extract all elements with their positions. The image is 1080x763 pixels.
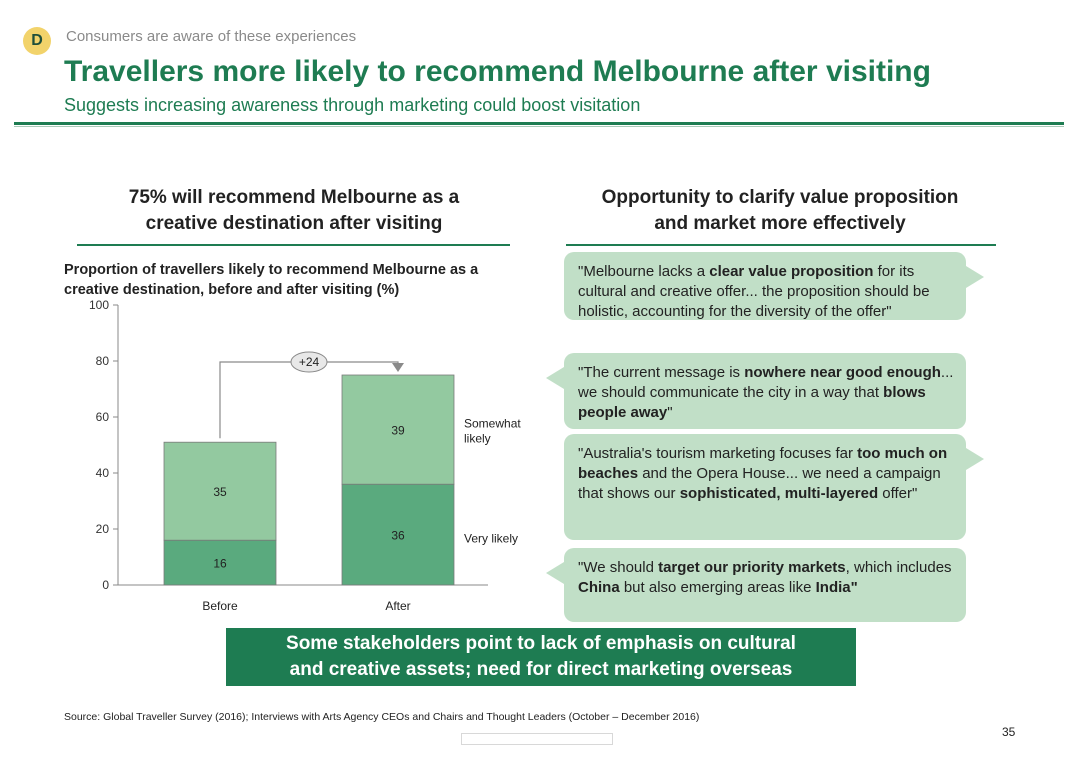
- chart-title: Proportion of travellers likely to recom…: [64, 262, 479, 298]
- quote-segment: ": [667, 404, 673, 421]
- quote-emphasis: target our priority markets: [658, 559, 846, 576]
- y-tick-label: 0: [102, 578, 109, 592]
- y-tick-label: 60: [96, 410, 110, 424]
- bubble-pointer: [546, 367, 564, 389]
- left-heading-rule: [77, 244, 510, 246]
- x-tick-label: After: [385, 599, 410, 613]
- quote-text-1: "Melbourne lacks a clear value propositi…: [578, 262, 954, 322]
- bubble-pointer: [966, 266, 984, 288]
- bar-segment: [163, 539, 277, 586]
- page-title: Travellers more likely to recommend Melb…: [64, 55, 931, 88]
- source-note: Source: Global Traveller Survey (2016); …: [64, 711, 700, 723]
- legend-label-somewhat-likely: Somewhat: [464, 417, 521, 431]
- bar-segment: [163, 441, 277, 541]
- quote-text-4: "We should target our priority markets, …: [578, 558, 954, 598]
- title-divider-thin: [14, 126, 1064, 127]
- quote-bubble-3: "Australia's tourism marketing focuses f…: [564, 434, 984, 540]
- quote-emphasis: too much on beaches: [578, 445, 948, 482]
- legend-label-very-likely: Very likely: [464, 532, 518, 546]
- quote-emphasis: India": [815, 579, 858, 596]
- quote-segment: "The current message is: [578, 364, 745, 381]
- page-subtitle: Suggests increasing awareness through ma…: [64, 95, 641, 115]
- legend-label-somewhat-likely-line2: likely: [464, 432, 491, 446]
- key-message-box: Some stakeholders point to lack of empha…: [226, 628, 856, 686]
- title-divider: [14, 122, 1064, 125]
- quote-segment: ... we should communicate the city in a …: [578, 364, 954, 401]
- bubble-pointer: [546, 562, 564, 584]
- quote-text-2: "The current message is nowhere near goo…: [578, 363, 954, 423]
- data-label: 39: [391, 424, 405, 438]
- left-heading-line1: 75% will recommend Melbourne as a: [128, 187, 460, 208]
- right-heading-line1: Opportunity to clarify value proposition: [601, 187, 959, 208]
- quote-emphasis: blows people away: [578, 384, 926, 421]
- quote-emphasis: nowhere near good enough: [744, 364, 941, 381]
- bar-segment: [341, 483, 455, 586]
- change-label: +24: [299, 355, 320, 369]
- quote-bubble-2: "The current message is nowhere near goo…: [546, 353, 966, 429]
- y-tick-label: 80: [96, 354, 110, 368]
- y-tick-label: 100: [89, 298, 109, 312]
- change-badge: [290, 351, 328, 373]
- change-arrowhead: [392, 363, 404, 372]
- right-heading: Opportunity to clarify value proposition…: [564, 185, 996, 237]
- quote-segment: "Australia's tourism marketing focuses f…: [578, 445, 858, 462]
- data-label: 35: [213, 485, 227, 499]
- right-heading-line2: and market more effectively: [654, 213, 906, 234]
- quote-segment: and the Opera House... we need a campaig…: [578, 465, 941, 502]
- data-label: 36: [391, 529, 405, 543]
- section-badge: D: [23, 27, 51, 55]
- bubble-pointer: [966, 448, 984, 470]
- quote-emphasis: clear value proposition: [709, 263, 874, 280]
- quote-emphasis: sophisticated, multi-layered: [679, 485, 879, 502]
- x-tick-label: Before: [202, 599, 238, 613]
- data-label: 16: [213, 557, 227, 571]
- section-label: Consumers are aware of these experiences: [66, 28, 357, 45]
- left-heading: 75% will recommend Melbourne as a creati…: [64, 185, 524, 237]
- page-number: 35: [1002, 725, 1016, 739]
- quote-segment: offer": [878, 485, 918, 502]
- quote-emphasis: China: [578, 579, 620, 596]
- bar-segment: [341, 374, 455, 485]
- quote-segment: "We should: [578, 559, 659, 576]
- quote-segment: for its cultural and creative offer... t…: [578, 263, 930, 320]
- right-heading-rule: [566, 244, 996, 246]
- quote-bubble-4: "We should target our priority markets, …: [546, 548, 966, 622]
- key-message-line1: Some stakeholders point to lack of empha…: [286, 633, 796, 654]
- y-tick-label: 40: [96, 466, 110, 480]
- stacked-bar-chart: 0 20 40 60 80 100 16 35 Before 36 39 After +24 Very l…: [89, 298, 521, 613]
- quote-bubble-1: "Melbourne lacks a clear value propositi…: [564, 252, 984, 322]
- quote-text-3: "Australia's tourism marketing focuses f…: [578, 444, 954, 504]
- footer-box: [461, 733, 613, 745]
- y-tick-label: 20: [96, 522, 110, 536]
- quote-segment: , which includes: [845, 559, 952, 576]
- key-message-line2: and creative assets; need for direct mar…: [289, 659, 793, 680]
- left-heading-line2: creative destination after visiting: [145, 213, 443, 234]
- quote-segment: but also emerging areas like: [619, 579, 816, 596]
- quote-segment: "Melbourne lacks a: [578, 263, 710, 280]
